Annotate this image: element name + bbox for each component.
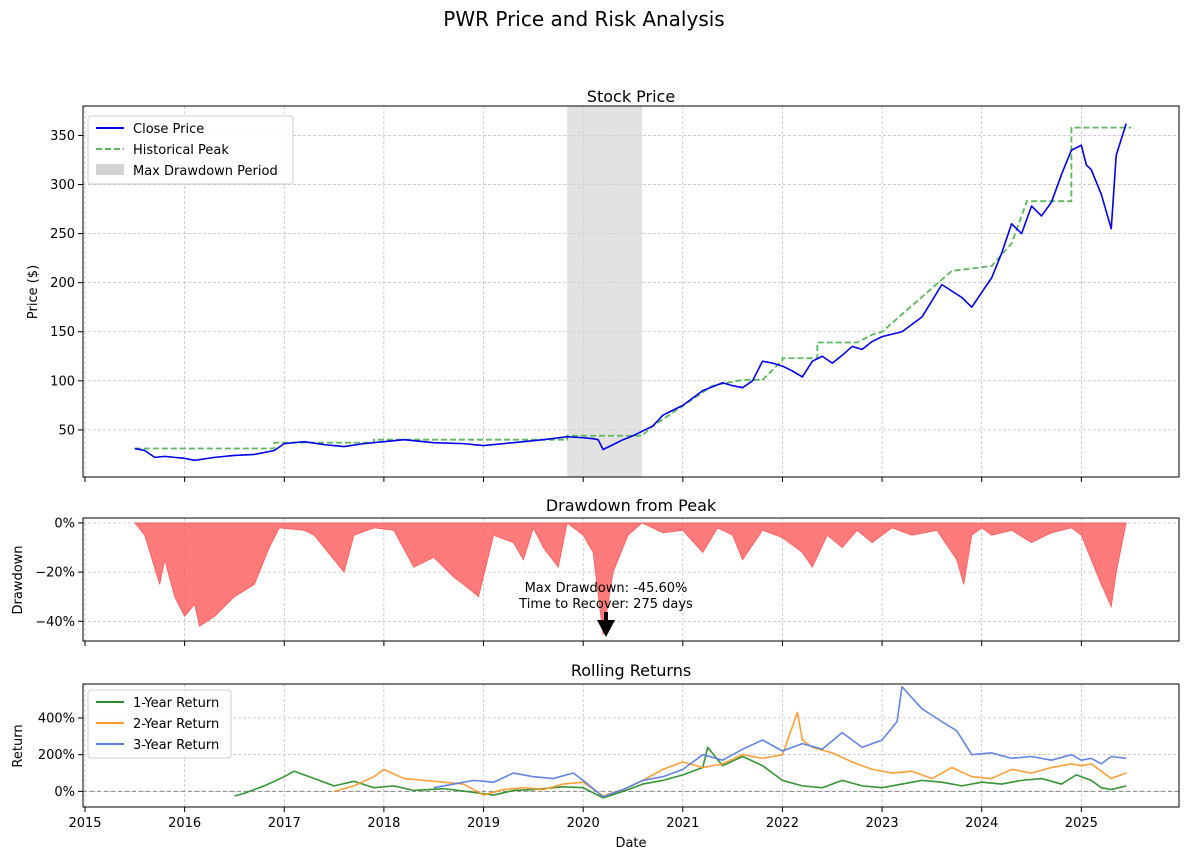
x-tick-label: 2020 bbox=[567, 816, 600, 831]
y-tick-label: 0% bbox=[54, 516, 75, 531]
returns-legend-box bbox=[87, 689, 232, 759]
drawdown-panel-title: Drawdown from Peak bbox=[546, 496, 717, 515]
legend-shade-swatch bbox=[96, 164, 124, 175]
1-year-return-line bbox=[234, 746, 1127, 799]
y-tick-label: 150 bbox=[50, 325, 75, 340]
axes-frame bbox=[82, 517, 1180, 642]
x-tick-label: 2022 bbox=[766, 816, 799, 831]
y-tick-label: 200 bbox=[50, 276, 75, 291]
y-tick-label: 50 bbox=[58, 423, 75, 438]
y-tick-label: −20% bbox=[35, 566, 75, 581]
x-tick-label: 2024 bbox=[965, 816, 998, 831]
x-tick-label: 2018 bbox=[367, 816, 400, 831]
axes-frame bbox=[82, 683, 1180, 808]
returns-xlabel: Date bbox=[615, 836, 646, 851]
returns-legend: 1-Year Return 2-Year Return 3-Year Retur… bbox=[87, 689, 232, 759]
annotation-line-1: Max Drawdown: -45.60% bbox=[525, 581, 688, 596]
2-year-return-line bbox=[333, 711, 1127, 797]
annotation-line-2: Time to Recover: 275 days bbox=[518, 597, 693, 612]
price-panel: Stock Price 50 100 150 200 250 300 350 Price (… bbox=[26, 87, 1180, 482]
x-tick-label: 2017 bbox=[268, 816, 301, 831]
legend-shade-label: Max Drawdown Period bbox=[133, 164, 278, 179]
axes-frame bbox=[82, 105, 1180, 478]
3-year-return-line bbox=[433, 685, 1127, 798]
drawdown-plot-area bbox=[133, 522, 1127, 636]
x-tick-label: 2025 bbox=[1065, 816, 1098, 831]
drawdown-area bbox=[133, 522, 1127, 636]
y-tick-label: 350 bbox=[50, 129, 75, 144]
price-legend-box bbox=[87, 115, 294, 185]
price-axes: 50 100 150 200 250 300 350 bbox=[50, 105, 1180, 482]
drawdown-panel: Drawdown from Peak 0% −20% −40% Drawdown M… bbox=[11, 496, 1180, 646]
y-tick-label: 400% bbox=[38, 711, 75, 726]
y-tick-label: 300 bbox=[50, 178, 75, 193]
x-tick-label: 2015 bbox=[68, 816, 101, 831]
max-drawdown-period-shade bbox=[567, 106, 642, 477]
price-panel-title: Stock Price bbox=[587, 87, 675, 106]
returns-ylabel: Return bbox=[11, 724, 26, 767]
legend-2yr-label: 2-Year Return bbox=[133, 717, 219, 732]
close-price-line bbox=[134, 123, 1127, 462]
annotation-arrow-head bbox=[597, 620, 615, 637]
y-tick-label: 250 bbox=[50, 227, 75, 242]
x-tick-label: 2023 bbox=[866, 816, 899, 831]
legend-3yr-label: 3-Year Return bbox=[133, 738, 219, 753]
returns-panel: Rolling Returns 2015 2016 2017 2018 2019 2020… bbox=[11, 661, 1180, 851]
y-tick-label: 0% bbox=[54, 785, 75, 800]
legend-close-label: Close Price bbox=[133, 122, 204, 137]
returns-axes: 2015 2016 2017 2018 2019 2020 2021 2022 2023 2024… bbox=[38, 683, 1180, 831]
x-tick-label: 2019 bbox=[467, 816, 500, 831]
max-drawdown-annotation: Max Drawdown: -45.60% Time to Recover: 2… bbox=[518, 581, 693, 637]
x-tick-label: 2016 bbox=[168, 816, 201, 831]
y-tick-label: 200% bbox=[38, 748, 75, 763]
drawdown-axes: 0% −20% −40% bbox=[35, 516, 1180, 646]
price-ylabel: Price ($) bbox=[26, 265, 41, 319]
returns-plot-area bbox=[83, 685, 1179, 799]
legend-1yr-label: 1-Year Return bbox=[133, 696, 219, 711]
returns-panel-title: Rolling Returns bbox=[571, 661, 691, 680]
y-tick-label: −40% bbox=[35, 615, 75, 630]
figure-title: PWR Price and Risk Analysis bbox=[443, 7, 724, 31]
y-tick-label: 100 bbox=[50, 374, 75, 389]
drawdown-ylabel: Drawdown bbox=[11, 545, 26, 614]
historical-peak-line bbox=[134, 126, 1132, 450]
price-legend: Close Price Historical Peak Max Drawdown… bbox=[87, 115, 294, 185]
legend-peak-label: Historical Peak bbox=[133, 143, 229, 158]
x-tick-label: 2021 bbox=[666, 816, 699, 831]
price-plot-area bbox=[134, 106, 1132, 477]
